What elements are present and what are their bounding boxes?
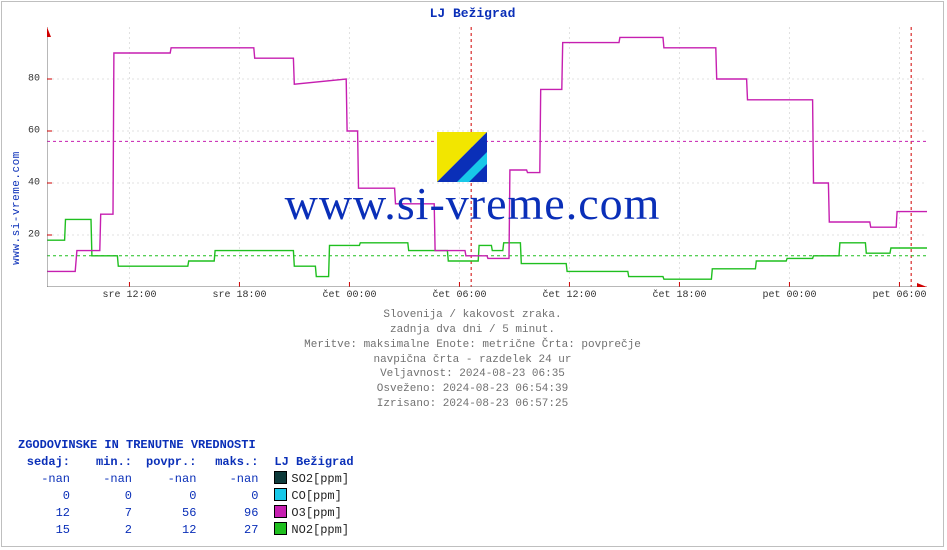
caption-line: Osveženo: 2024-08-23 06:54:39 xyxy=(2,382,943,397)
legend-label: NO2[ppm] xyxy=(291,523,349,537)
caption-line: Meritve: maksimalne Enote: metrične Črta… xyxy=(2,338,943,353)
table-cell: 96 xyxy=(206,504,268,521)
col-min: min.: xyxy=(80,454,142,470)
x-tick-label: pet 00:00 xyxy=(762,290,816,301)
values-table: sedaj: min.: povpr.: maks.: LJ Bežigrad … xyxy=(18,454,364,538)
y-tick-label: 60 xyxy=(28,126,40,137)
legend-cell: CO[ppm] xyxy=(268,487,363,504)
x-tick-labels: sre 12:00 sre 18:00 čet 00:00 čet 06:00 čet … xyxy=(47,290,927,306)
legend-swatch-icon xyxy=(274,471,287,484)
table-cell: 12 xyxy=(142,521,206,538)
col-povpr: povpr.: xyxy=(142,454,206,470)
y-tick-label: 80 xyxy=(28,74,40,85)
chart-frame: www.si-vreme.com LJ Bežigrad 20406080 sr… xyxy=(1,1,944,547)
table-cell: 7 xyxy=(80,504,142,521)
caption-line: navpična črta - razdelek 24 ur xyxy=(2,353,943,368)
caption-block: Slovenija / kakovost zraka. zadnja dva d… xyxy=(2,308,943,412)
table-cell: 0 xyxy=(206,487,268,504)
page-root: www.si-vreme.com LJ Bežigrad 20406080 sr… xyxy=(0,0,947,550)
x-tick-label: pet 06:00 xyxy=(872,290,926,301)
x-tick-label: čet 06:00 xyxy=(432,290,486,301)
table-cell: -nan xyxy=(206,470,268,487)
y-tick-label: 40 xyxy=(28,178,40,189)
legend-label: CO[ppm] xyxy=(291,489,341,503)
table-row: -nan-nan-nan-nanSO2[ppm] xyxy=(18,470,364,487)
table-row: 1275696 O3[ppm] xyxy=(18,504,364,521)
legend-cell: SO2[ppm] xyxy=(268,470,363,487)
legend-swatch-icon xyxy=(274,522,287,535)
table-cell: -nan xyxy=(80,470,142,487)
table-row: 1521227 NO2[ppm] xyxy=(18,521,364,538)
table-cell: 0 xyxy=(18,487,80,504)
table-cell: 27 xyxy=(206,521,268,538)
col-sedaj: sedaj: xyxy=(18,454,80,470)
y-tick-label: 20 xyxy=(28,230,40,241)
legend-label: O3[ppm] xyxy=(291,506,341,520)
caption-line: Slovenija / kakovost zraka. xyxy=(2,308,943,323)
legend-cell: NO2[ppm] xyxy=(268,521,363,538)
plot-area xyxy=(47,27,927,287)
table-cell: -nan xyxy=(142,470,206,487)
col-maks: maks.: xyxy=(206,454,268,470)
x-tick-label: sre 18:00 xyxy=(212,290,266,301)
legend-cell: O3[ppm] xyxy=(268,504,363,521)
x-tick-label: čet 12:00 xyxy=(542,290,596,301)
table-cell: 15 xyxy=(18,521,80,538)
col-place: LJ Bežigrad xyxy=(268,454,363,470)
y-tick-labels: 20 40 60 80 xyxy=(2,27,42,287)
table-cell: 12 xyxy=(18,504,80,521)
table-cell: 0 xyxy=(80,487,142,504)
chart-svg xyxy=(47,27,927,287)
legend-swatch-icon xyxy=(274,488,287,501)
x-tick-label: čet 18:00 xyxy=(652,290,706,301)
caption-line: zadnja dva dni / 5 minut. xyxy=(2,323,943,338)
legend-swatch-icon xyxy=(274,505,287,518)
caption-line: Veljavnost: 2024-08-23 06:35 xyxy=(2,367,943,382)
caption-line: Izrisano: 2024-08-23 06:57:25 xyxy=(2,397,943,412)
table-cell: 56 xyxy=(142,504,206,521)
x-tick-label: sre 12:00 xyxy=(102,290,156,301)
table-cell: 0 xyxy=(142,487,206,504)
table-cell: -nan xyxy=(18,470,80,487)
values-table-block: ZGODOVINSKE IN TRENUTNE VREDNOSTI sedaj:… xyxy=(18,438,364,538)
table-row: 0000CO[ppm] xyxy=(18,487,364,504)
values-table-title: ZGODOVINSKE IN TRENUTNE VREDNOSTI xyxy=(18,438,364,452)
legend-label: SO2[ppm] xyxy=(291,472,349,486)
chart-title: LJ Bežigrad xyxy=(2,6,943,21)
table-cell: 2 xyxy=(80,521,142,538)
x-tick-label: čet 00:00 xyxy=(322,290,376,301)
